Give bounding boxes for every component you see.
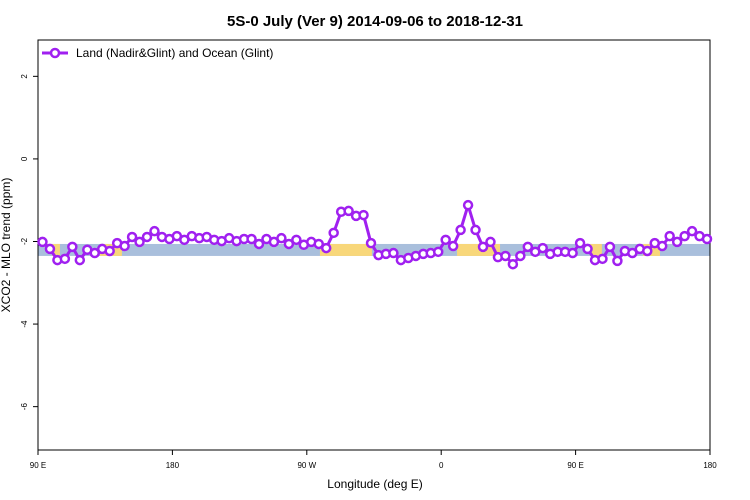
point [477,241,489,253]
point [447,240,459,252]
y-axis-label: XCO2 - MLO trend (ppm) [0,178,13,313]
point [283,238,295,250]
point [291,234,302,246]
point [574,237,586,249]
point [455,224,466,236]
point [253,238,265,250]
point [567,247,578,259]
point [604,241,616,253]
y-tick-label: -4 [20,320,29,328]
point [74,254,86,266]
point [67,241,78,253]
point [627,247,638,259]
point [701,233,713,245]
y-tick-label: 2 [20,74,29,79]
point [119,240,130,252]
x-tick-label: 180 [166,461,180,470]
point [388,247,399,259]
point [328,227,339,239]
legend-marker [49,47,61,59]
x-tick-label: 90 E [567,461,583,470]
land-band [319,243,372,256]
point [462,199,474,211]
point [320,242,332,254]
point [612,255,623,267]
point [358,209,369,221]
point [515,250,526,262]
land-band [589,243,602,256]
point [686,225,698,237]
point [134,236,145,248]
point [313,238,324,250]
chart-title: 5S-0 July (Ver 9) 2014-09-06 to 2018-12-… [227,13,523,30]
point [671,236,683,248]
x-tick-label: 90 W [297,461,316,470]
point [44,243,56,255]
point [89,247,100,259]
point [276,232,287,244]
x-tick-label: 0 [439,461,444,470]
point [59,253,71,265]
y-tick-label: 0 [20,156,29,161]
point [126,231,138,243]
y-tick-label: -2 [20,237,29,245]
plot-frame [37,39,711,451]
point [141,231,153,243]
x-axis-label: Longitude (deg E) [327,477,422,491]
point [246,233,257,245]
point [149,225,160,237]
point [642,245,653,257]
land-band [52,243,60,256]
point [432,246,444,258]
point [365,237,377,249]
point [104,245,115,257]
point [37,236,48,248]
point [656,240,668,252]
y-tick-label: -6 [20,403,29,411]
point [507,258,519,270]
point [537,242,548,254]
point [343,205,354,217]
point [664,230,675,242]
x-tick-label: 180 [703,461,717,470]
point [485,236,496,248]
point [679,230,690,242]
x-tick-label: 90 E [30,461,46,470]
point [500,250,511,262]
point [597,253,608,265]
point [440,234,451,246]
point [582,243,593,255]
point [470,224,481,236]
land-band [457,243,501,256]
point [522,241,534,253]
legend-label: Land (Nadir&Glint) and Ocean (Glint) [76,46,273,60]
